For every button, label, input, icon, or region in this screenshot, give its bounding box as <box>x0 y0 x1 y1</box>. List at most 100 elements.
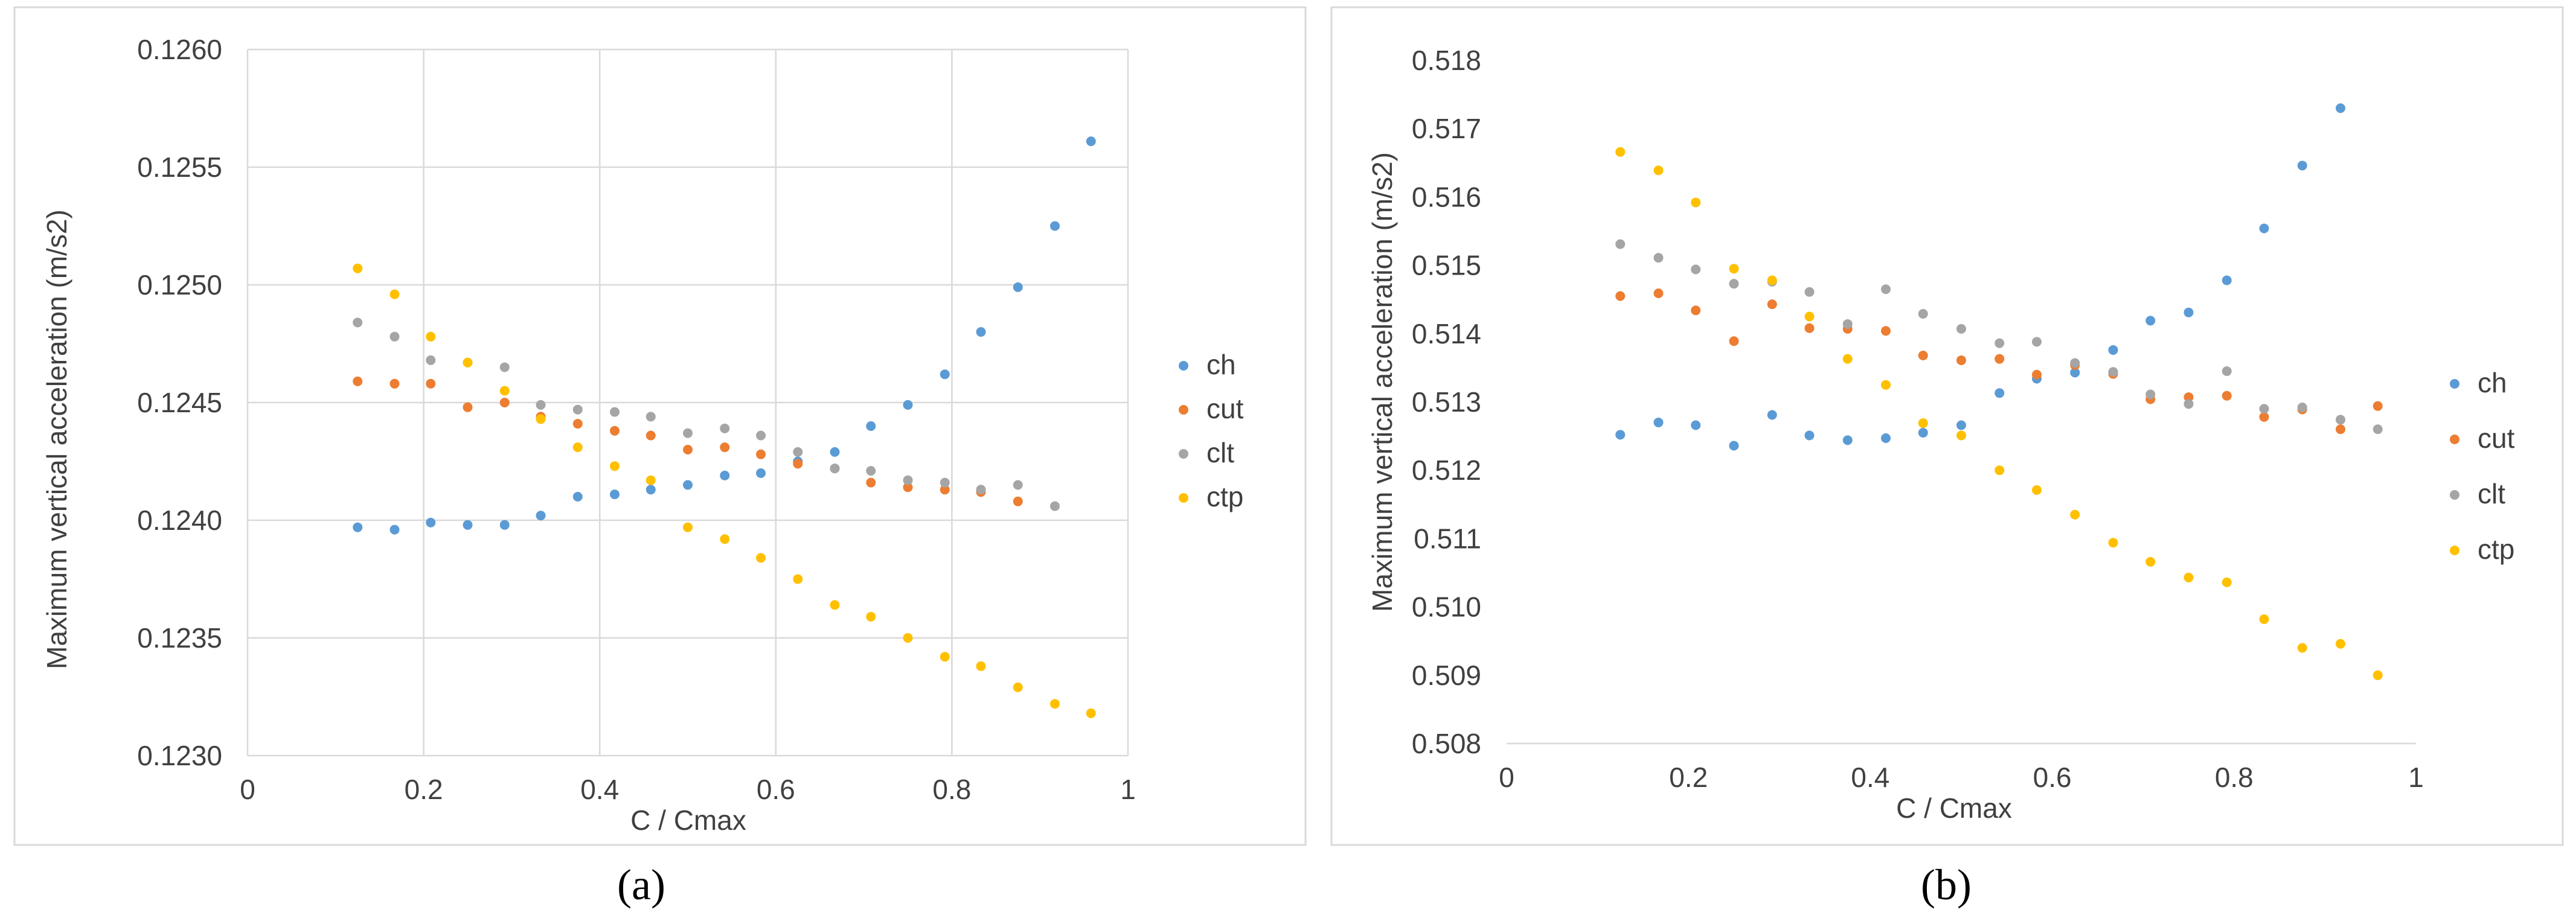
panel-a-point-ctp <box>572 442 583 453</box>
panel-a-point-ctp <box>940 652 950 662</box>
panel-b-point-clt <box>2373 424 2383 435</box>
panel-b-point-clt <box>1918 308 1928 319</box>
panel-b-y-tick-label: 0.511 <box>1414 523 1481 554</box>
panel-b-point-clt <box>2108 367 2118 377</box>
panel-b-x-tick-label: 0.8 <box>2215 762 2254 793</box>
panel-a-point-ch <box>426 517 436 527</box>
legend-label-ctp: ctp <box>2478 534 2514 565</box>
panel-b-x-tick-labels: 0 0.2 0.4 0.6 0.8 1 <box>1499 762 2424 793</box>
panel-a-point-ch <box>720 470 730 480</box>
panel-a-point-ch <box>1013 282 1023 292</box>
panel-a-x-tick-label: 0.2 <box>405 774 443 805</box>
panel-b-y-tick-labels: 0.508 0.509 0.510 0.511 0.512 0.513 0.514 0.515… <box>1412 45 1481 759</box>
panel-a-point-ch <box>609 489 620 500</box>
panel-b-point-cut <box>1804 323 1815 333</box>
panel-b-point-ch <box>1804 430 1815 441</box>
panel-a-point-ctp <box>903 633 913 643</box>
panel-b-point-cut <box>1691 305 1701 316</box>
panel-a-point-ch <box>976 327 986 337</box>
panel-a-data-points <box>353 136 1096 718</box>
panel-a-point-ch <box>353 522 363 532</box>
panel-b-point-clt <box>1881 284 1891 295</box>
panel-b-point-ctp <box>2336 639 2346 649</box>
panel-a-point-cut <box>572 419 583 429</box>
panel-a-x-tick-label: 0.4 <box>580 774 619 805</box>
panel-a-point-ch <box>756 468 766 478</box>
panel-b-point-clt <box>2070 358 2080 368</box>
panel-a-point-cut <box>683 445 693 454</box>
legend-marker-ch <box>1179 361 1188 371</box>
panel-b-point-ctp <box>2108 538 2118 548</box>
panel-a-point-ch <box>463 520 473 530</box>
panel-a-x-tick-label: 0.8 <box>932 774 971 805</box>
panel-a-point-ctp <box>976 661 986 671</box>
panel-a-x-tick-label: 0.6 <box>757 774 795 805</box>
panel-b-point-ch <box>1767 410 1777 420</box>
panel-b-point-ch <box>1615 430 1626 440</box>
panel-a-point-ch <box>866 421 876 431</box>
panel-b-point-ch <box>2070 368 2080 378</box>
panel-a-legend: ch cut clt ctp <box>1179 349 1244 512</box>
panel-b-point-ch <box>2108 345 2118 355</box>
panel-b-point-ctp <box>1729 264 1739 274</box>
panel-b-point-ctp <box>2145 556 2156 567</box>
panel-b-point-clt <box>1691 264 1701 275</box>
panel-a-caption: (a) <box>617 861 665 909</box>
panel-a-point-clt <box>609 407 620 417</box>
panel-b-point-ctp <box>2070 509 2080 520</box>
panel-a-point-ctp <box>609 461 620 471</box>
panel-b-point-cut <box>1881 326 1891 336</box>
panel-b-point-cut <box>2184 392 2194 403</box>
panel-b-point-ch <box>1653 417 1664 427</box>
legend-marker-ctp <box>1179 493 1188 503</box>
panel-b-point-ctp <box>2184 572 2194 582</box>
legend-marker-clt <box>2450 490 2459 500</box>
panel-a-point-ch <box>572 492 583 502</box>
panel-b-point-clt <box>1653 253 1664 263</box>
panel-a-point-cut <box>940 485 950 495</box>
panel-a-gridlines <box>246 48 1129 757</box>
legend-label-clt: clt <box>2478 478 2505 509</box>
panel-a-point-clt <box>903 475 913 485</box>
panel-a-point-clt <box>353 317 363 328</box>
panel-b-point-ctp <box>1918 418 1928 429</box>
panel-b-point-clt <box>2259 404 2269 414</box>
panel-a-point-clt <box>940 477 950 488</box>
panel-b-point-ch <box>2259 223 2269 234</box>
panel-b-point-ch <box>2145 316 2156 326</box>
panel-b-point-cut <box>1918 351 1928 361</box>
panel-a-point-clt <box>536 400 546 410</box>
panel-a-y-tick-label: 0.1230 <box>137 740 222 771</box>
panel-a-point-ch <box>1049 221 1060 231</box>
panel-a-point-clt <box>646 412 656 422</box>
panel-a-point-clt <box>572 404 583 415</box>
panel-b-x-axis-label: C / Cmax <box>1896 792 2012 824</box>
panel-a-point-cut <box>793 459 803 469</box>
panel-a-point-ch <box>940 369 950 380</box>
legend-label-cut: cut <box>1206 393 1244 424</box>
panel-b-point-cut <box>2031 369 2042 380</box>
panel-b-point-clt <box>2297 403 2307 413</box>
panel-a-y-tick-labels: 0.1230 0.1235 0.1240 0.1245 0.1250 0.1255 0.12… <box>137 34 222 771</box>
panel-a-point-ctp <box>1049 699 1060 709</box>
legend-marker-clt <box>1179 449 1188 459</box>
legend-marker-ctp <box>2450 546 2459 555</box>
panel-b-point-cut <box>1767 299 1777 310</box>
panel-b-point-clt <box>2336 415 2346 425</box>
panel-a-point-clt <box>426 355 436 365</box>
panel-b-x-tick-label: 0 <box>1499 762 1514 793</box>
panel-a-point-clt <box>389 331 400 342</box>
panel-b-x-tick-label: 0.2 <box>1669 762 1708 793</box>
panel-b-point-ctp <box>1615 147 1626 157</box>
panel-a-point-cut <box>426 378 436 389</box>
legend-label-clt: clt <box>1206 437 1234 468</box>
panel-a-x-tick-label: 0 <box>240 774 255 805</box>
panel-a-y-tick-label: 0.1250 <box>137 269 222 301</box>
panel-b-point-cut <box>1653 288 1664 299</box>
panel-a-point-clt <box>499 362 510 372</box>
panel-b-point-ch <box>1729 441 1739 451</box>
panel-b-point-ctp <box>2031 485 2042 495</box>
panel-b-point-clt <box>2222 366 2232 377</box>
panel-b-point-ch <box>2336 103 2346 113</box>
panel-b-point-clt <box>1729 279 1739 289</box>
